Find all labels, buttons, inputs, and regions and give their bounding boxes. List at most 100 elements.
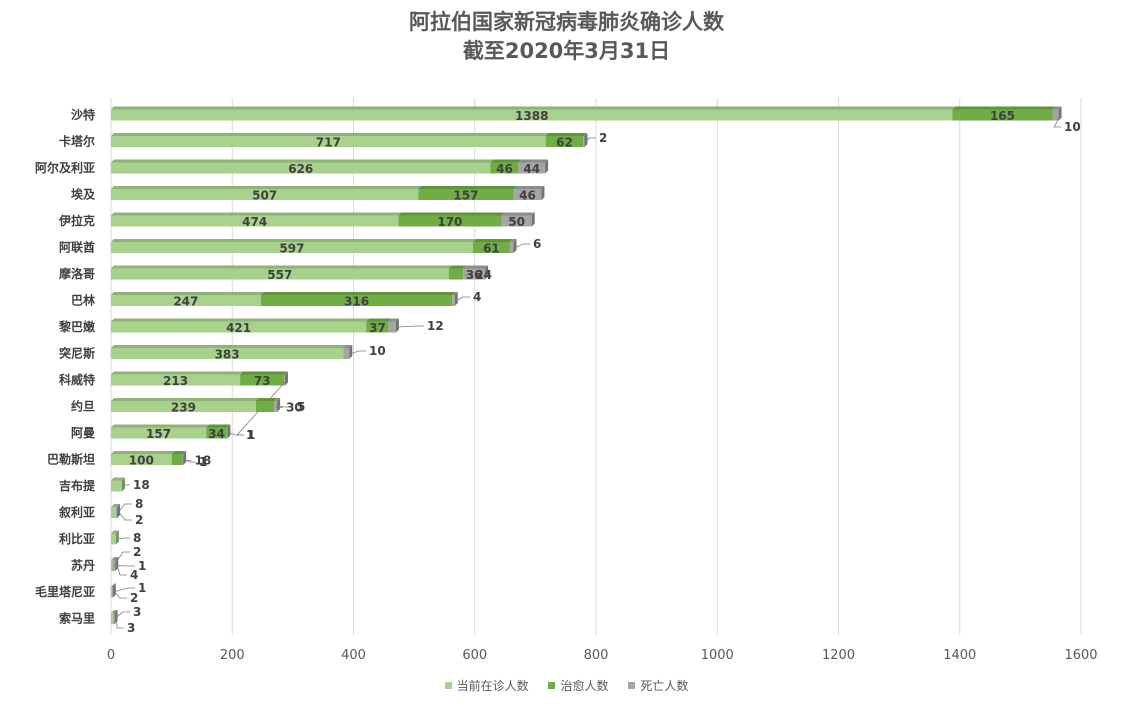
legend-item-deaths: 死亡人数 — [628, 677, 688, 694]
bar-0-15 — [111, 507, 116, 518]
bar-side-10 — [284, 371, 288, 386]
bar-0-11 — [111, 401, 256, 412]
legend-item-recovered: 治愈人数 — [548, 677, 609, 694]
legend-label-recovered: 治愈人数 — [560, 679, 609, 693]
bar-side-13 — [183, 451, 187, 465]
category-label-17: 苏丹 — [71, 558, 95, 573]
leader-line-2-13 — [184, 459, 196, 463]
data-label-1-1: 62 — [556, 136, 573, 150]
data-label-0-6: 557 — [267, 268, 292, 282]
x-tick-label-1200: 1200 — [822, 648, 855, 663]
bar-2-8 — [388, 321, 396, 333]
data-label-2-4: 50 — [508, 215, 525, 229]
bar-0-9 — [111, 348, 344, 359]
bar-0-13 — [111, 454, 172, 465]
bar-top-2-3 — [513, 186, 545, 189]
bar-top-1-13 — [171, 451, 186, 454]
bar-0-2 — [111, 162, 491, 174]
x-tick-label-1000: 1000 — [701, 648, 734, 663]
bar-side-12 — [227, 424, 231, 439]
bar-top-2-4 — [501, 212, 535, 216]
bar-top-0-0 — [111, 106, 956, 110]
bar-top-0-12 — [111, 424, 210, 428]
data-label-1-3: 157 — [453, 189, 478, 203]
bar-top-0-10 — [111, 371, 244, 375]
data-label-2-2: 44 — [523, 162, 540, 176]
bar-1-7 — [260, 295, 453, 306]
bar-top-2-0 — [1052, 106, 1062, 110]
category-label-1: 卡塔尔 — [59, 134, 95, 149]
bar-side-2 — [545, 159, 549, 174]
bar-top-2-11 — [274, 398, 281, 401]
bar-top-1-12 — [206, 424, 230, 428]
legend: 当前在诊人数 治愈人数 死亡人数 — [0, 677, 1133, 694]
legend-swatch-recovered — [548, 682, 556, 689]
data-label-1-10: 73 — [254, 374, 271, 388]
data-label-1-7: 316 — [344, 295, 369, 309]
bar-2-12 — [226, 427, 228, 439]
bar-top-0-9 — [111, 345, 347, 348]
data-label-1-5: 61 — [483, 242, 500, 256]
bar-side-9 — [349, 345, 353, 359]
bar-top-2-1 — [583, 133, 588, 136]
bar-top-0-15 — [111, 504, 119, 507]
data-label-0-18: 1 — [138, 581, 146, 595]
x-tick-label-0: 0 — [107, 648, 115, 663]
leader-line-0-14 — [122, 484, 130, 487]
bar-top-0-3 — [111, 186, 422, 189]
leader-line-2-11 — [279, 406, 294, 408]
data-label-0-0: 1388 — [515, 109, 548, 123]
leader-line-0-15 — [117, 503, 132, 513]
category-label-19: 索马里 — [59, 611, 95, 626]
data-label-2-5: 6 — [533, 237, 541, 251]
category-label-11: 约旦 — [71, 399, 95, 414]
bar-side-1 — [584, 133, 588, 147]
data-label-0-5: 597 — [279, 242, 304, 256]
leader-line-1-17 — [114, 565, 135, 567]
data-label-0-14: 18 — [133, 478, 150, 492]
bar-top-2-17 — [112, 557, 119, 560]
x-tick-label-1600: 1600 — [1064, 648, 1097, 663]
bar-top-1-10 — [240, 371, 288, 375]
category-label-18: 毛里塔尼亚 — [35, 584, 95, 599]
bar-side-8 — [395, 318, 399, 333]
leader-line-1-6 — [464, 274, 473, 276]
bar-0-10 — [111, 374, 241, 386]
leader-line-2-12 — [229, 432, 243, 436]
data-label-1-11: 30 — [286, 401, 303, 415]
bar-0-8 — [111, 321, 367, 333]
category-label-9: 突尼斯 — [59, 346, 95, 361]
data-label-0-9: 383 — [215, 348, 240, 362]
legend-swatch-current — [444, 682, 452, 689]
x-tick-label-600: 600 — [462, 648, 487, 663]
data-label-0-1: 717 — [316, 136, 341, 150]
bar-top-2-19 — [112, 610, 118, 613]
bar-2-17 — [112, 560, 116, 571]
data-label-1-2: 46 — [496, 162, 513, 176]
bar-top-2-15 — [115, 504, 121, 507]
bar-top-0-11 — [111, 398, 259, 401]
legend-label-current: 当前在诊人数 — [456, 679, 529, 693]
data-label-1-6: 24 — [475, 268, 492, 282]
data-label-0-15: 8 — [135, 497, 143, 511]
data-label-2-18: 2 — [130, 591, 138, 605]
legend-item-current: 当前在诊人数 — [444, 677, 529, 694]
data-label-2-13: 1 — [199, 455, 207, 469]
data-label-2-12: 1 — [246, 428, 254, 442]
bar-top-0-19 — [111, 610, 116, 613]
bar-2-6 — [463, 268, 486, 280]
bar-side-18 — [112, 583, 116, 598]
bar-top-2-6 — [463, 265, 489, 269]
bar-top-1-4 — [398, 212, 505, 216]
leader-line-2-0 — [1053, 114, 1061, 128]
category-label-8: 黎巴嫩 — [59, 319, 96, 334]
bar-2-15 — [115, 507, 118, 518]
bar-1-5 — [472, 242, 510, 253]
category-label-10: 科威特 — [59, 372, 95, 387]
leader-line-2-9 — [351, 350, 366, 354]
bar-2-1 — [583, 136, 585, 147]
data-label-0-7: 247 — [173, 295, 198, 309]
bar-0-4 — [111, 215, 399, 227]
bar-top-0-16 — [111, 530, 119, 534]
